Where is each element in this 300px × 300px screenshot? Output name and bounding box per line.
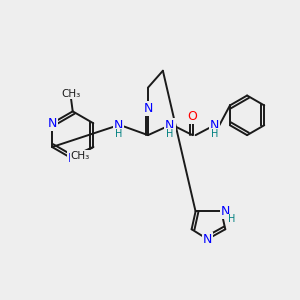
Text: H: H — [211, 129, 218, 139]
Text: O: O — [188, 110, 197, 123]
Text: H: H — [166, 129, 173, 139]
Text: N: N — [210, 119, 219, 132]
Text: CH₃: CH₃ — [61, 88, 80, 98]
Text: N: N — [47, 117, 57, 130]
Text: N: N — [143, 102, 153, 115]
Text: H: H — [228, 214, 235, 224]
Text: N: N — [203, 233, 212, 246]
Text: CH₃: CH₃ — [71, 151, 90, 161]
Text: N: N — [114, 119, 123, 132]
Text: N: N — [165, 119, 175, 132]
Text: N: N — [220, 205, 230, 218]
Text: N: N — [68, 152, 77, 165]
Text: H: H — [115, 129, 122, 139]
